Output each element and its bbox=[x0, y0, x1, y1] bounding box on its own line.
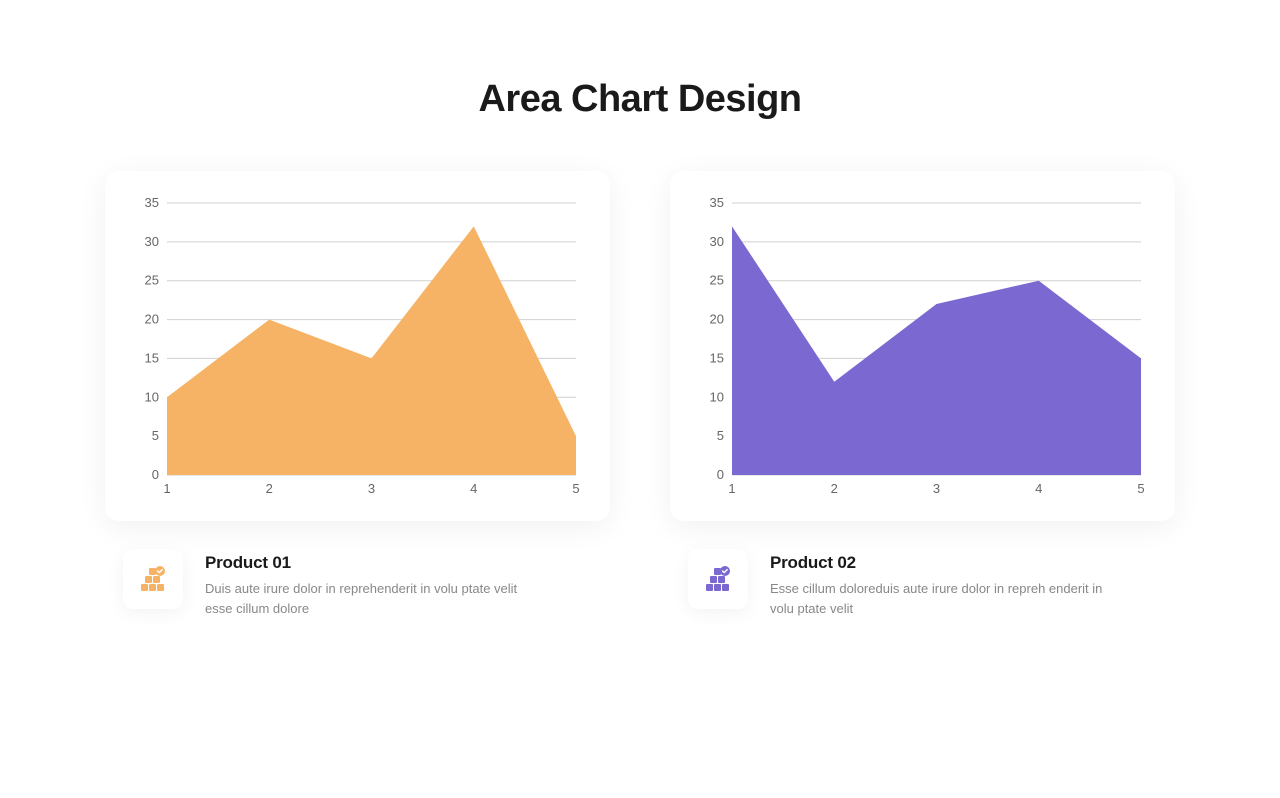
chart-card-2: 0 5 10 15 20 25 30 35 1 2 3 4 5 bbox=[670, 171, 1175, 521]
svg-text:0: 0 bbox=[717, 467, 724, 482]
svg-text:2: 2 bbox=[266, 481, 273, 496]
legends-row: Product 01 Duis aute irure dolor in repr… bbox=[0, 549, 1280, 618]
legend-text-2: Product 02 Esse cillum doloreduis aute i… bbox=[770, 549, 1110, 618]
legend-title-2: Product 02 bbox=[770, 553, 1110, 573]
svg-text:3: 3 bbox=[933, 481, 940, 496]
svg-text:4: 4 bbox=[1035, 481, 1042, 496]
legend-text-1: Product 01 Duis aute irure dolor in repr… bbox=[205, 549, 545, 618]
svg-text:25: 25 bbox=[145, 273, 159, 288]
legend-desc-1: Duis aute irure dolor in reprehenderit i… bbox=[205, 579, 545, 618]
area-chart-1: 0 5 10 15 20 25 30 35 1 2 3 4 5 bbox=[133, 195, 582, 501]
legend-icon-box-2 bbox=[688, 549, 748, 609]
svg-text:5: 5 bbox=[1137, 481, 1144, 496]
svg-text:0: 0 bbox=[152, 467, 159, 482]
svg-text:20: 20 bbox=[145, 312, 159, 327]
legend-icon-box-1 bbox=[123, 549, 183, 609]
svg-text:1: 1 bbox=[728, 481, 735, 496]
svg-text:5: 5 bbox=[717, 428, 724, 443]
svg-text:30: 30 bbox=[145, 234, 159, 249]
svg-text:10: 10 bbox=[710, 389, 724, 404]
svg-text:3: 3 bbox=[368, 481, 375, 496]
svg-text:1: 1 bbox=[163, 481, 170, 496]
svg-text:2: 2 bbox=[831, 481, 838, 496]
svg-text:35: 35 bbox=[710, 195, 724, 210]
svg-text:15: 15 bbox=[145, 350, 159, 365]
boxes-check-icon bbox=[136, 562, 170, 596]
svg-text:15: 15 bbox=[710, 350, 724, 365]
svg-text:5: 5 bbox=[572, 481, 579, 496]
svg-text:4: 4 bbox=[470, 481, 477, 496]
svg-text:20: 20 bbox=[710, 312, 724, 327]
chart-card-1: 0 5 10 15 20 25 30 35 1 2 3 4 5 bbox=[105, 171, 610, 521]
legend-desc-2: Esse cillum doloreduis aute irure dolor … bbox=[770, 579, 1110, 618]
svg-text:35: 35 bbox=[145, 195, 159, 210]
area-chart-2: 0 5 10 15 20 25 30 35 1 2 3 4 5 bbox=[698, 195, 1147, 501]
page-title: Area Chart Design bbox=[0, 78, 1280, 121]
legend-title-1: Product 01 bbox=[205, 553, 545, 573]
legend-item-2: Product 02 Esse cillum doloreduis aute i… bbox=[670, 549, 1175, 618]
boxes-check-icon bbox=[701, 562, 735, 596]
svg-text:5: 5 bbox=[152, 428, 159, 443]
svg-text:25: 25 bbox=[710, 273, 724, 288]
legend-item-1: Product 01 Duis aute irure dolor in repr… bbox=[105, 549, 610, 618]
svg-text:10: 10 bbox=[145, 389, 159, 404]
svg-text:30: 30 bbox=[710, 234, 724, 249]
charts-row: 0 5 10 15 20 25 30 35 1 2 3 4 5 0 5 10 15 20 25 30 35 1 2 3 4 5 bbox=[0, 171, 1280, 521]
